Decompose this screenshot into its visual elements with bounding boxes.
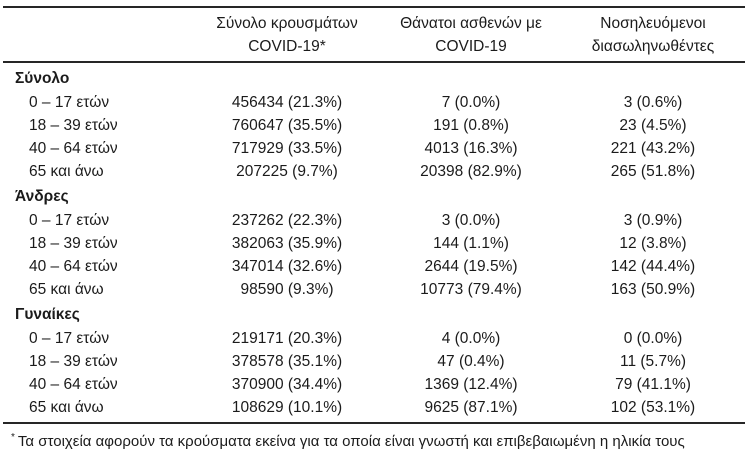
col-header-intubated: Νοσηλευόμενοι διασωληνωθέντες (561, 12, 745, 58)
footnote-text: Τα στοιχεία αφορούν τα κρούσματα εκείνα … (17, 433, 685, 450)
age-label: 0 – 17 ετών (29, 330, 110, 347)
intubated-cell: 265 (51.8%) (610, 163, 696, 180)
cases-cell: 378578 (35.1%) (231, 353, 343, 370)
intubated-cell: 3 (0.6%) (623, 94, 683, 111)
age-label: 18 – 39 ετών (29, 117, 118, 134)
footnote: * Τα στοιχεία αφορούν τα κρούσματα εκείνα… (3, 424, 745, 452)
deaths-cell: 7 (0.0%) (441, 94, 501, 111)
table-row: 18 – 39 ετών 760647 (35.5%) 191 (0.8%) 2… (3, 114, 745, 137)
cases-cell: 370900 (34.4%) (231, 376, 343, 393)
cases-cell: 717929 (33.5%) (231, 140, 343, 157)
cases-cell: 219171 (20.3%) (231, 330, 343, 347)
col-header-deaths: Θάνατοι ασθενών με COVID-19 (381, 12, 561, 58)
table-row: 0 – 17 ετών 219171 (20.3%) 4 (0.0%) 0 (0… (3, 327, 745, 350)
deaths-cell: 9625 (87.1%) (424, 399, 518, 416)
deaths-cell: 4 (0.0%) (441, 330, 501, 347)
deaths-cell: 3 (0.0%) (441, 212, 501, 229)
cases-cell: 760647 (35.5%) (231, 117, 343, 134)
age-label: 18 – 39 ετών (29, 353, 118, 370)
table-row: 18 – 39 ετών 382063 (35.9%) 144 (1.1%) 1… (3, 232, 745, 255)
intubated-cell: 221 (43.2%) (610, 140, 696, 157)
cases-cell: 347014 (32.6%) (231, 258, 343, 275)
col-header-cases-line2: COVID-19* (248, 38, 326, 55)
deaths-cell: 144 (1.1%) (433, 235, 509, 252)
cases-cell: 382063 (35.9%) (231, 235, 343, 252)
section-header-women: Γυναίκες (15, 306, 80, 323)
table-row: 40 – 64 ετών 347014 (32.6%) 2644 (19.5%)… (3, 255, 745, 278)
cases-cell: 108629 (10.1%) (231, 399, 343, 416)
section-header-total: Σύνολο (15, 70, 70, 87)
age-label: 40 – 64 ετών (29, 376, 118, 393)
intubated-cell: 23 (4.5%) (619, 117, 687, 134)
cases-cell: 237262 (22.3%) (231, 212, 343, 229)
intubated-cell: 0 (0.0%) (623, 330, 683, 347)
col-header-deaths-line2: COVID-19 (435, 38, 507, 55)
table-header-row: Σύνολο κρουσμάτων COVID-19* Θάνατοι ασθε… (3, 6, 745, 63)
col-header-intubated-line1: Νοσηλευόμενοι (600, 15, 706, 32)
intubated-cell: 12 (3.8%) (619, 235, 687, 252)
table-row: 0 – 17 ετών 456434 (21.3%) 7 (0.0%) 3 (0… (3, 91, 745, 114)
intubated-cell: 3 (0.9%) (623, 212, 683, 229)
table-row: 40 – 64 ετών 717929 (33.5%) 4013 (16.3%)… (3, 137, 745, 160)
col-header-cases: Σύνολο κρουσμάτων COVID-19* (193, 12, 381, 58)
intubated-cell: 142 (44.4%) (610, 258, 696, 275)
deaths-cell: 20398 (82.9%) (420, 163, 522, 180)
footnote-asterisk: * (11, 432, 15, 443)
deaths-cell: 1369 (12.4%) (424, 376, 518, 393)
table-row: 40 – 64 ετών 370900 (34.4%) 1369 (12.4%)… (3, 373, 745, 396)
table-row: 65 και άνω 108629 (10.1%) 9625 (87.1%) 1… (3, 396, 745, 419)
age-label: 65 και άνω (29, 163, 104, 180)
table-body: Σύνολο 0 – 17 ετών 456434 (21.3%) 7 (0.0… (3, 63, 745, 424)
table-row: 18 – 39 ετών 378578 (35.1%) 47 (0.4%) 11… (3, 350, 745, 373)
deaths-cell: 10773 (79.4%) (420, 281, 522, 298)
age-label: 65 και άνω (29, 399, 104, 416)
table-row: 65 και άνω 98590 (9.3%) 10773 (79.4%) 16… (3, 278, 745, 301)
cases-cell: 456434 (21.3%) (231, 94, 343, 111)
intubated-cell: 11 (5.7%) (619, 353, 687, 370)
intubated-cell: 163 (50.9%) (610, 281, 696, 298)
age-label: 0 – 17 ετών (29, 94, 110, 111)
deaths-cell: 191 (0.8%) (433, 117, 509, 134)
deaths-cell: 2644 (19.5%) (424, 258, 518, 275)
col-header-intubated-line2: διασωληνωθέντες (591, 38, 715, 55)
covid-age-statistics-table: Σύνολο κρουσμάτων COVID-19* Θάνατοι ασθε… (3, 6, 745, 452)
cases-cell: 98590 (9.3%) (240, 281, 334, 298)
age-label: 40 – 64 ετών (29, 140, 118, 157)
intubated-cell: 79 (41.1%) (615, 376, 691, 393)
col-header-cases-line1: Σύνολο κρουσμάτων (216, 15, 358, 32)
deaths-cell: 4013 (16.3%) (424, 140, 518, 157)
age-label: 65 και άνω (29, 281, 104, 298)
intubated-cell: 102 (53.1%) (610, 399, 696, 416)
section-header-men: Άνδρες (15, 188, 69, 205)
age-label: 40 – 64 ετών (29, 258, 118, 275)
col-header-deaths-line1: Θάνατοι ασθενών με (400, 15, 542, 32)
cases-cell: 207225 (9.7%) (236, 163, 338, 180)
deaths-cell: 47 (0.4%) (437, 353, 505, 370)
col-header-empty (3, 12, 193, 58)
age-label: 0 – 17 ετών (29, 212, 110, 229)
table-row: 65 και άνω 207225 (9.7%) 20398 (82.9%) 2… (3, 160, 745, 183)
table-row: 0 – 17 ετών 237262 (22.3%) 3 (0.0%) 3 (0… (3, 209, 745, 232)
age-label: 18 – 39 ετών (29, 235, 118, 252)
